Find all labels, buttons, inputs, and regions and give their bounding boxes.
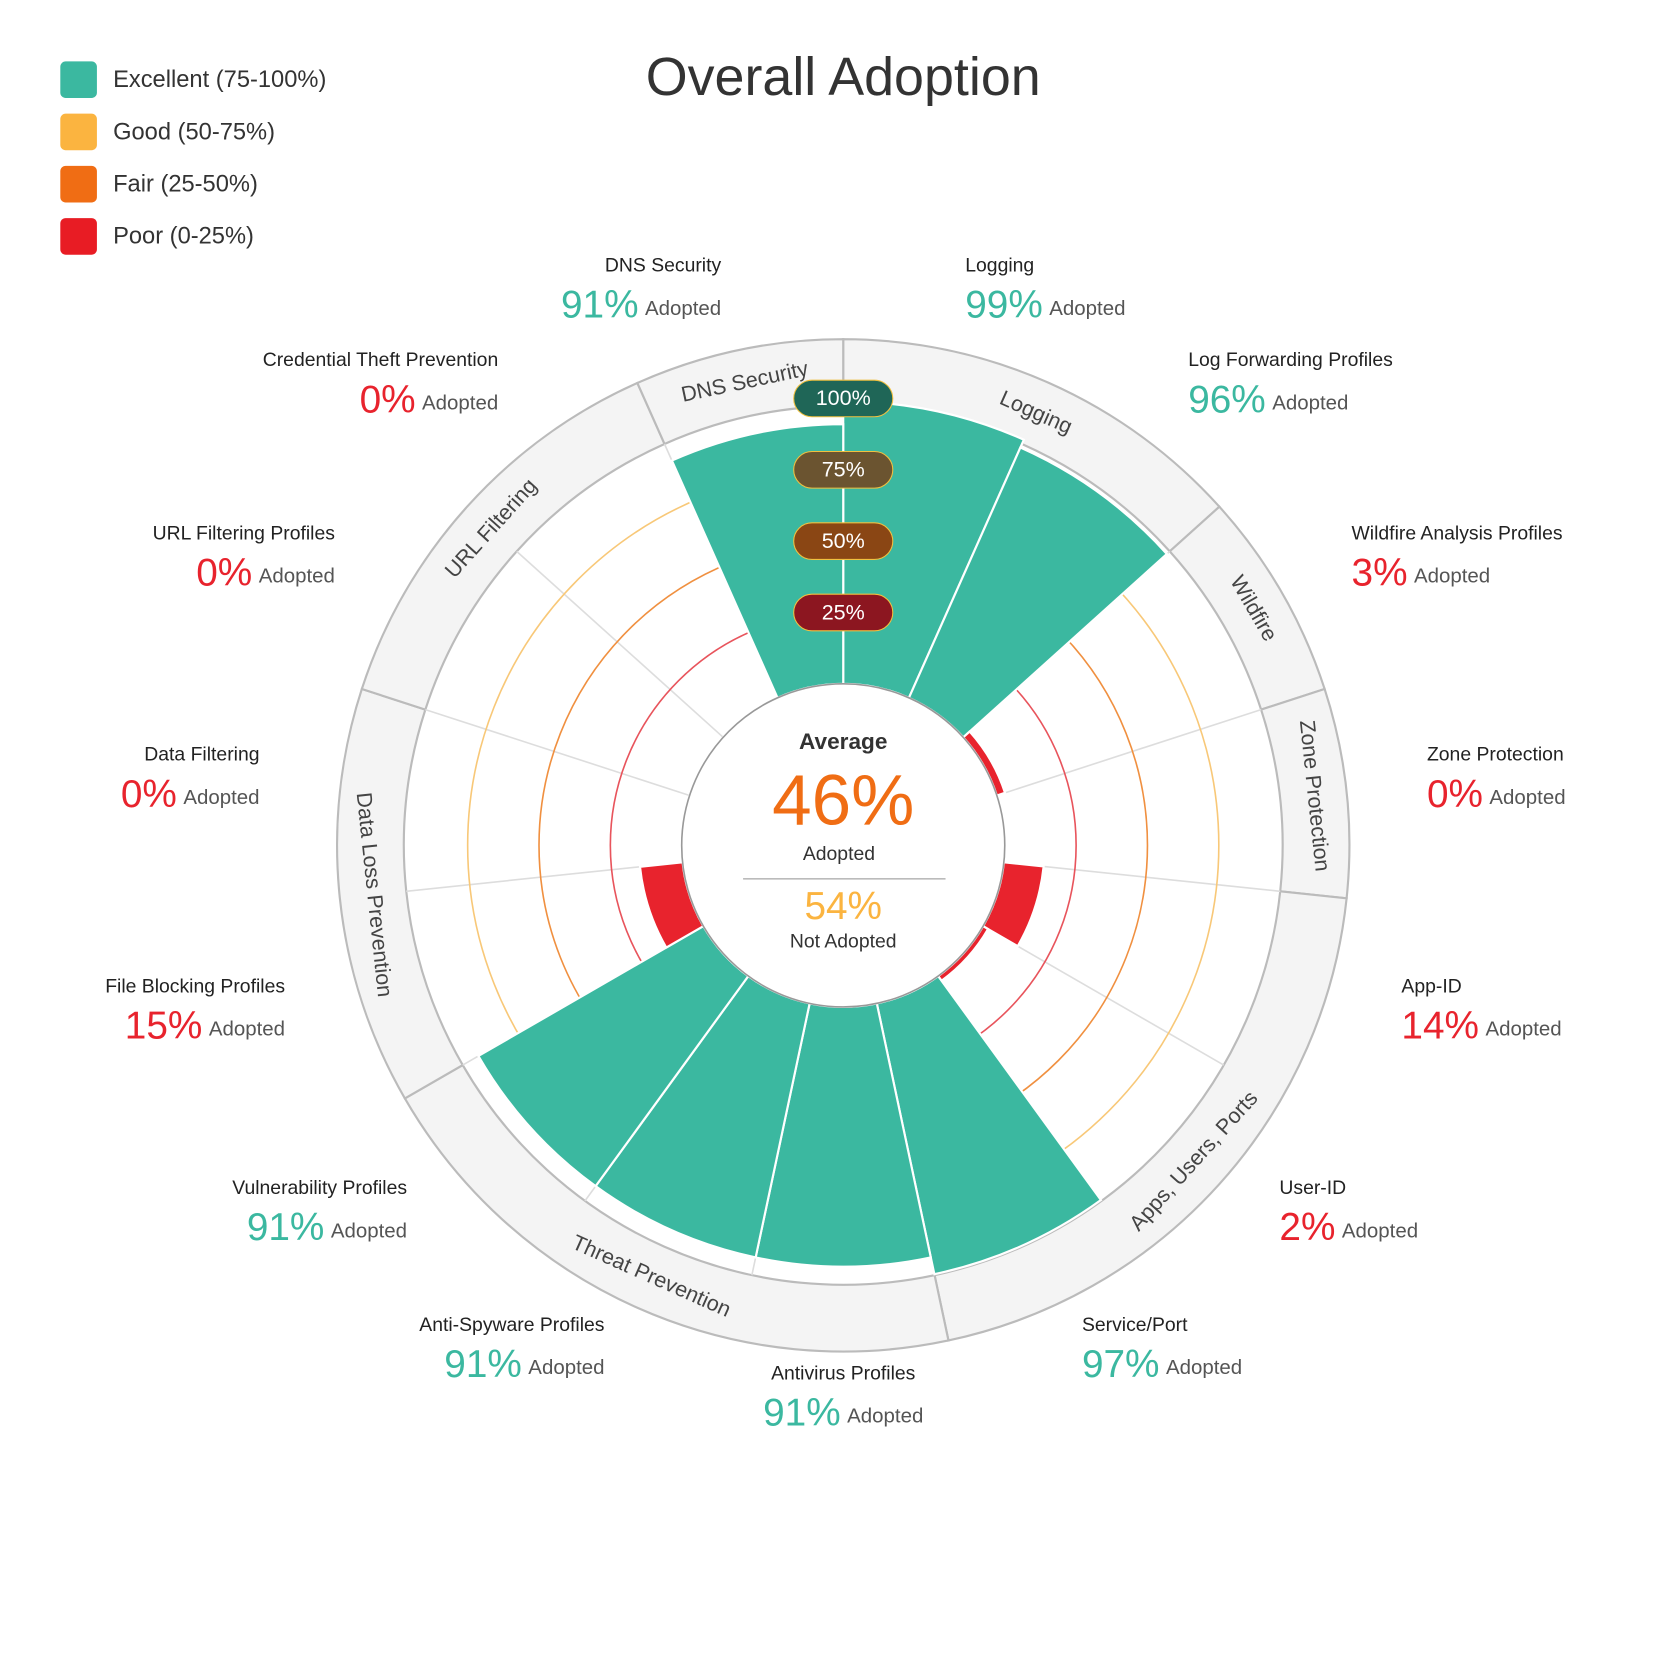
value-suffix: Adopted [209,1018,285,1041]
value-suffix: Adopted [1166,1356,1242,1379]
category-label: App-ID [1401,975,1461,997]
legend-label: Excellent (75-100%) [113,67,326,93]
category-label: Data Filtering [144,744,259,766]
value-label: 91% [561,284,639,327]
center-adopted-text: Adopted [803,843,875,865]
value-suffix: Adopted [1489,786,1565,809]
value-label: 0% [196,551,252,594]
category-label: Antivirus Profiles [771,1362,915,1384]
category-label: Zone Protection [1427,744,1564,766]
legend-swatch [60,218,97,255]
value-label: 91% [247,1206,325,1249]
category-label: DNS Security [605,255,722,277]
value-label: 14% [1401,1004,1479,1047]
value-suffix: Adopted [847,1405,923,1428]
center-disc [680,683,1006,1008]
category-label: Credential Theft Prevention [263,349,499,371]
center-adopted-value: 46% [772,761,914,840]
radial-tick-label: 75% [822,458,865,482]
group-band [635,338,845,446]
radial-tick-pill [793,450,894,489]
legend-label: Good (50-75%) [113,119,275,145]
legend-swatch [60,113,97,151]
value-suffix: Adopted [1049,297,1125,320]
value-label: 0% [360,378,416,421]
center-not-adopted-value: 54% [804,885,882,928]
spoke [982,925,1225,1066]
value-label: 96% [1188,378,1266,421]
value-suffix: Adopted [645,297,721,320]
spoke [996,708,1262,797]
value-suffix: Adopted [331,1219,407,1242]
radial-tick-pill [793,593,894,632]
value-label: 0% [1427,773,1483,816]
value-label: 99% [965,284,1043,327]
group-band [360,381,666,711]
value-suffix: Adopted [1342,1219,1418,1242]
group-band [336,687,465,1100]
category-label: Wildfire Analysis Profiles [1352,522,1563,544]
value-suffix: Adopted [1414,565,1490,588]
spoke [516,550,724,738]
radial-tick-label: 25% [822,600,865,624]
value-suffix: Adopted [1272,392,1348,415]
category-label: Vulnerability Profiles [232,1177,407,1199]
legend-label: Fair (25-50%) [113,171,258,197]
category-label: File Blocking Profiles [105,975,285,997]
spoke [1003,861,1281,893]
category-label: Log Forwarding Profiles [1188,349,1393,371]
value-label: 91% [763,1391,841,1434]
radial-tick-pill [793,379,894,418]
spoke [425,708,690,797]
center-title: Average [799,729,887,754]
radial-tick-label: 50% [822,529,865,553]
value-label: 2% [1279,1206,1335,1249]
category-label: Anti-Spyware Profiles [419,1314,604,1336]
category-label: Service/Port [1082,1314,1188,1336]
group-label: Apps, Users, Ports [1125,1086,1263,1235]
value-label: 3% [1352,551,1408,594]
legend-swatch [60,61,97,98]
value-label: 91% [444,1343,522,1386]
value-label: 15% [125,1004,203,1047]
legend-label: Poor (0-25%) [113,224,254,250]
category-label: Logging [965,255,1034,277]
spoke [406,861,683,893]
category-label: URL Filtering Profiles [153,522,335,544]
radial-tick-label: 100% [816,386,871,410]
value-suffix: Adopted [1485,1018,1561,1041]
value-label: 0% [121,773,177,816]
radial-tick-pill [793,522,894,560]
legend-swatch [60,165,97,203]
value-suffix: Adopted [259,565,335,588]
chart-title: Overall Adoption [646,47,1041,107]
center-not-adopted-text: Not Adopted [790,930,897,952]
value-suffix: Adopted [183,786,259,809]
value-suffix: Adopted [422,392,498,415]
value-suffix: Adopted [528,1356,604,1379]
category-label: User-ID [1279,1177,1346,1199]
value-label: 97% [1082,1343,1160,1386]
